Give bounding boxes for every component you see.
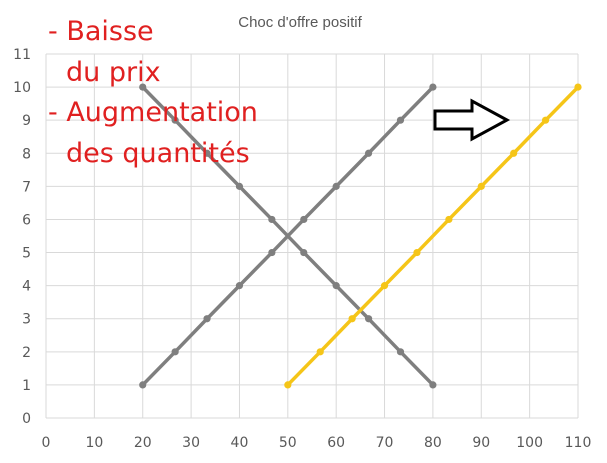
data-point	[235, 282, 244, 290]
x-tick-label: 0	[42, 435, 51, 451]
data-point	[380, 282, 389, 290]
data-point	[268, 248, 276, 257]
data-point	[396, 116, 405, 124]
x-tick-label: 80	[424, 435, 442, 451]
data-point	[171, 116, 179, 124]
y-axis-ticks: 0 1 2 3 4 5 6 7 8 9 10 11	[13, 47, 31, 427]
series-2	[139, 83, 437, 389]
y-tick-label: 11	[13, 47, 31, 63]
x-tick-label: 90	[472, 435, 490, 451]
x-tick-label: 60	[327, 435, 345, 451]
data-point	[364, 149, 373, 157]
data-point	[203, 149, 211, 157]
annotation-line-1: - Baisse	[48, 16, 154, 47]
data-point	[139, 83, 147, 91]
data-point	[139, 381, 147, 389]
y-tick-label: 7	[22, 179, 31, 195]
y-tick-label: 10	[13, 80, 31, 96]
data-point	[477, 182, 485, 190]
right-arrow-icon	[433, 98, 511, 142]
data-point	[574, 83, 582, 91]
series-line	[286, 85, 580, 387]
x-tick-label: 30	[182, 435, 200, 451]
y-tick-label: 2	[22, 345, 31, 361]
series-line	[140, 85, 435, 387]
x-tick-label: 100	[516, 435, 543, 451]
data-point	[364, 315, 373, 323]
data-point	[348, 315, 356, 323]
data-point	[316, 348, 324, 356]
data-point	[300, 248, 308, 257]
data-point	[510, 149, 518, 157]
annotation-line-4: des quantités	[66, 138, 250, 169]
y-tick-label: 0	[22, 411, 31, 427]
x-tick-label: 50	[279, 435, 297, 451]
y-tick-label: 6	[22, 212, 31, 228]
y-tick-label: 3	[22, 312, 31, 328]
data-point	[203, 315, 211, 323]
series-group	[139, 83, 582, 389]
data-point	[284, 381, 292, 389]
data-point	[268, 215, 276, 224]
y-tick-label: 8	[22, 146, 31, 162]
x-tick-label: 110	[565, 435, 592, 451]
data-point	[332, 282, 340, 290]
y-tick-label: 1	[22, 378, 31, 394]
data-point	[429, 83, 437, 91]
series-3	[284, 83, 582, 389]
y-tick-label: 5	[22, 246, 31, 262]
chart-title: Choc d'offre positif	[238, 14, 362, 31]
x-tick-label: 40	[231, 435, 249, 451]
data-point	[541, 116, 550, 124]
data-point	[171, 348, 179, 356]
data-point	[300, 215, 308, 224]
data-point	[413, 248, 421, 257]
x-tick-label: 70	[376, 435, 394, 451]
x-tick-label: 10	[85, 435, 103, 451]
annotation-line-3: - Augmentation	[48, 97, 258, 128]
data-point	[429, 381, 437, 389]
data-point	[235, 182, 244, 190]
x-axis-ticks: 0 10 20 30 40 50 60 70 80 90 100 110	[42, 435, 592, 451]
y-tick-label: 4	[22, 279, 31, 295]
x-tick-label: 20	[134, 435, 152, 451]
y-tick-label: 9	[22, 113, 31, 129]
annotation-line-2: du prix	[66, 57, 161, 88]
annotation-text: - Baisse du prix - Augmentation des quan…	[48, 16, 258, 169]
data-point	[445, 215, 453, 224]
data-point	[396, 348, 405, 356]
data-point	[332, 182, 340, 190]
